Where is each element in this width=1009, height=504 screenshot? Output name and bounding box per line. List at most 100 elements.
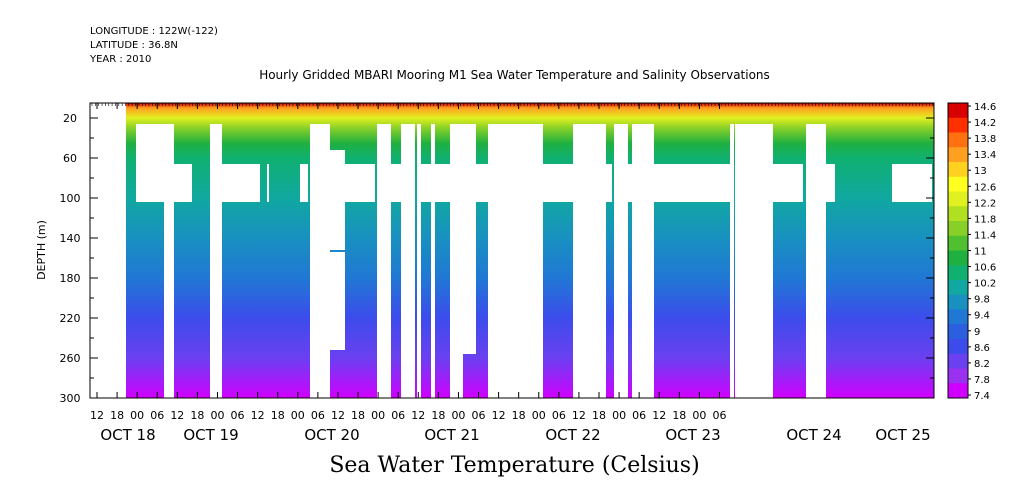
colorbar-swatch: [948, 132, 968, 148]
y-tick-label: 100: [60, 192, 81, 205]
colorbar-label: 14.2: [974, 118, 996, 129]
colorbar-swatch: [948, 191, 968, 207]
colorbar-swatch: [948, 280, 968, 296]
data-gap: [606, 164, 612, 202]
x-day-label: OCT 20: [304, 426, 359, 444]
colorbar-swatch: [948, 235, 968, 251]
plot-frame: [89, 102, 935, 399]
data-gap: [377, 124, 391, 398]
colorbar-swatch: [948, 250, 968, 266]
data-gap: [401, 124, 415, 398]
x-day-label: OCT 21: [424, 426, 479, 444]
x-hour-label: 00: [692, 409, 706, 422]
x-hour-label: 00: [451, 409, 465, 422]
colorbar-label: 10.2: [974, 279, 996, 290]
data-gap: [210, 124, 222, 398]
colorbar-label: 9.8: [974, 295, 990, 306]
x-hour-label: 18: [512, 409, 526, 422]
x-hour-label: 06: [712, 409, 726, 422]
x-hour-label: 18: [592, 409, 606, 422]
data-gap: [573, 124, 606, 398]
chart-title: Hourly Gridded MBARI Mooring M1 Sea Wate…: [259, 68, 770, 82]
data-gap: [330, 252, 345, 350]
data-gap: [300, 164, 308, 202]
x-hour-label: 00: [210, 409, 224, 422]
data-gap: [654, 164, 730, 202]
y-tick-label: 140: [60, 232, 81, 245]
x-hour-label: 12: [411, 409, 425, 422]
colorbar-label: 11: [974, 247, 987, 258]
data-gap: [310, 124, 330, 398]
colorbar-swatch: [948, 324, 968, 340]
x-axis-title: Sea Water Temperature (Celsius): [329, 453, 700, 478]
colorbar-label: 10.6: [974, 263, 996, 274]
x-hour-label: 12: [251, 409, 265, 422]
colorbar-label: 12.6: [974, 182, 996, 193]
data-gap: [892, 164, 932, 202]
colorbar-label: 14.6: [974, 102, 996, 113]
colorbar-swatch: [948, 339, 968, 355]
x-day-label: OCT 19: [183, 426, 238, 444]
x-hour-label: 12: [652, 409, 666, 422]
data-gap: [164, 124, 174, 398]
colorbar-label: 8.2: [974, 359, 990, 370]
data-gap: [730, 124, 734, 398]
colorbar-label: 11.8: [974, 214, 996, 225]
x-day-label: OCT 18: [100, 426, 155, 444]
y-tick-label: 60: [63, 152, 77, 165]
data-gap: [632, 124, 640, 398]
data-gap: [345, 164, 375, 202]
y-axis-title: DEPTH (m): [35, 220, 48, 280]
y-tick-label: 260: [60, 352, 81, 365]
colorbar-swatch: [948, 162, 968, 178]
data-gap: [431, 124, 435, 398]
data-gap: [136, 124, 164, 164]
x-hour-label: 06: [231, 409, 245, 422]
x-hour-label: 06: [552, 409, 566, 422]
x-hour-label: 06: [632, 409, 646, 422]
x-hour-label: 06: [472, 409, 486, 422]
colorbar-swatch: [948, 117, 968, 133]
colorbar-label: 9.4: [974, 311, 990, 322]
colorbar-label: 11.4: [974, 230, 996, 241]
data-gap: [618, 124, 626, 398]
data-gap: [391, 164, 401, 202]
y-tick-label: 20: [63, 112, 77, 125]
y-tick-label: 220: [60, 312, 81, 325]
metadata-block: LONGITUDE : 122W(-122) LATITUDE : 36.8N …: [90, 25, 218, 67]
y-tick-label: 300: [60, 392, 81, 405]
x-hour-label: 12: [492, 409, 506, 422]
data-gap: [435, 164, 450, 202]
data-gap: [826, 164, 835, 202]
x-hour-label: 18: [110, 409, 124, 422]
data-gap: [488, 124, 513, 398]
colorbar-swatch: [948, 265, 968, 281]
colorbar-swatch: [948, 294, 968, 310]
data-gap: [773, 164, 803, 202]
x-hour-label: 18: [190, 409, 204, 422]
x-hour-label: 12: [572, 409, 586, 422]
colorbar-label: 12.2: [974, 198, 996, 209]
x-hour-label: 06: [311, 409, 325, 422]
year-label: YEAR : 2010: [90, 54, 152, 65]
colorbar-swatch: [948, 221, 968, 237]
colorbar-label: 7.8: [974, 375, 990, 386]
data-gap: [417, 124, 421, 398]
data-gap: [628, 164, 632, 202]
colorbar-label: 7.4: [974, 391, 990, 402]
data-gap: [222, 164, 260, 202]
data-gap: [90, 103, 126, 398]
data-gap: [543, 164, 573, 202]
x-hour-label: 00: [130, 409, 144, 422]
data-gap: [463, 124, 476, 354]
colorbar-swatch: [948, 353, 968, 369]
data-gap: [735, 124, 773, 398]
colorbar-swatch: [948, 103, 968, 119]
colorbar-swatch: [948, 176, 968, 192]
x-hour-label: 00: [371, 409, 385, 422]
data-gap: [421, 164, 431, 202]
x-hour-label: 18: [271, 409, 285, 422]
x-hour-label: 12: [90, 409, 104, 422]
colorbar-swatch: [948, 206, 968, 222]
